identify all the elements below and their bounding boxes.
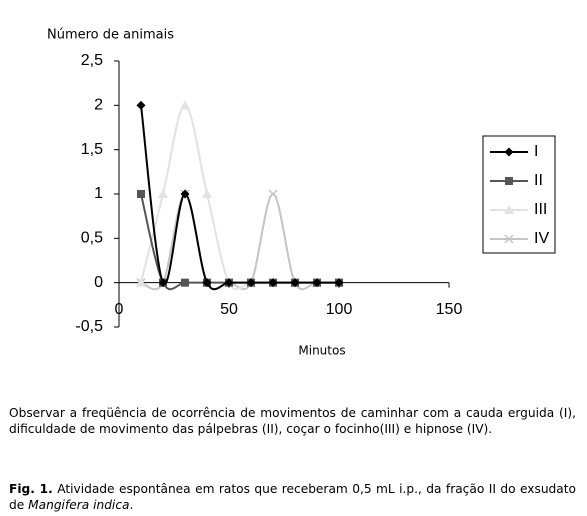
caption-text: Atividade espontânea em ratos que recebe… <box>9 482 576 512</box>
marker <box>268 189 278 199</box>
y-tick-label: 2,5 <box>81 52 103 69</box>
marker <box>180 189 190 199</box>
series-line <box>140 193 339 291</box>
marker <box>136 100 146 110</box>
legend-label: II <box>534 172 543 189</box>
marker <box>202 278 212 288</box>
marker <box>334 278 344 288</box>
species: Mangifera indica <box>28 498 130 512</box>
x-tick-label: 50 <box>220 301 238 318</box>
series-line <box>140 105 339 291</box>
x-tick-label: 100 <box>326 301 353 318</box>
x-tick-label: 150 <box>436 301 463 318</box>
legend-label: I <box>534 143 538 160</box>
caption-label: Fig. 1. <box>9 482 53 496</box>
y-axis-label: Número de animais <box>47 28 174 43</box>
legend-box <box>482 135 556 254</box>
marker <box>290 278 300 288</box>
x-axis-label: Minutos <box>298 344 345 358</box>
legend-label: III <box>534 201 547 218</box>
legend-label: IV <box>534 230 549 247</box>
marker <box>180 100 190 110</box>
note: Observar a freqüência de ocorrência de m… <box>9 406 576 436</box>
marker <box>158 278 168 288</box>
legend-marker <box>504 147 514 157</box>
marker <box>137 190 145 198</box>
marker <box>202 189 212 198</box>
marker <box>312 278 322 288</box>
marker <box>246 278 256 288</box>
chart: Número de animais Minutos -0,5 0 0,5 1 1,5 2 2… <box>47 28 556 358</box>
caption: Fig. 1. Atividade espontânea em ratos qu… <box>9 481 576 513</box>
marker <box>158 189 168 198</box>
marker <box>268 278 278 288</box>
legend-marker <box>504 234 514 244</box>
series-line <box>140 192 339 291</box>
legend-marker <box>505 177 513 185</box>
marker <box>181 278 189 287</box>
y-tick-label: -0,5 <box>75 318 103 335</box>
legend-marker <box>504 205 514 214</box>
y-tick-label: 1 <box>94 185 103 202</box>
marker <box>224 278 234 288</box>
y-tick-label: 0 <box>94 274 103 291</box>
y-tick-label: 2 <box>94 97 103 114</box>
y-tick-label: 1,5 <box>81 141 103 158</box>
caption-end: . <box>129 498 134 512</box>
y-tick-label: 0,5 <box>81 230 103 247</box>
x-tick-label: 0 <box>115 301 124 318</box>
marker <box>136 277 146 287</box>
